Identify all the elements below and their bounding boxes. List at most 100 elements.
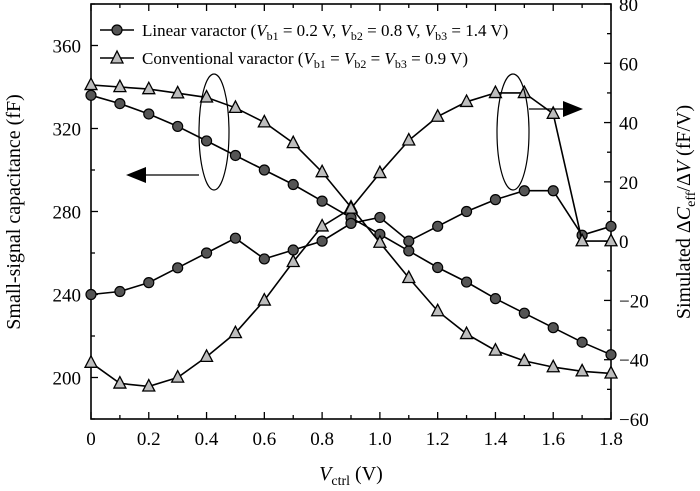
series-1-point (546, 358, 561, 373)
series-0-point (547, 322, 559, 334)
series-2-point (316, 235, 328, 247)
legend-label-linear-part: b2 (351, 29, 363, 43)
series-1-point (575, 363, 590, 377)
series-0-point (172, 120, 184, 133)
legend: Linear varactor (Vb1 = 0.2 V, Vb2 = 0.8 … (100, 21, 508, 71)
series-3-point (459, 93, 474, 108)
series-0-point (316, 195, 328, 207)
series-2-point (345, 217, 357, 229)
legend-label-conventional-part: V (384, 49, 397, 68)
legend-label-linear-part: b3 (435, 29, 447, 43)
series-2-point (547, 185, 559, 197)
y-right-axis-label: Simulated ΔCeff/ΔV (fF/V) (673, 105, 699, 319)
series-0-point (200, 135, 213, 147)
series-3-point (430, 108, 445, 122)
series-0-point (460, 276, 473, 288)
series-1-point (517, 352, 532, 367)
y-right-axis-label-part: /Δ (673, 173, 695, 192)
series-1-point (315, 163, 330, 178)
y-left-tick-label: 240 (53, 286, 82, 307)
y-left-axis-label: Small-signal capacitance (fF) (3, 94, 25, 329)
left-arrow-head (126, 167, 146, 183)
series-1-point (112, 78, 127, 93)
x-tick-label: 1.8 (599, 429, 623, 450)
legend-label-linear-part: = 0.2 V, (279, 21, 341, 40)
legend-label-conventional-part: b1 (314, 57, 326, 71)
series-0-point (229, 149, 242, 162)
series-2-point (605, 220, 617, 232)
series-3-point (112, 375, 127, 389)
legend-label-conventional-part: Conventional varactor ( (142, 49, 304, 68)
legend-label-conventional-part: b3 (395, 57, 407, 71)
legend-label-conventional-part: = 0.9 V) (407, 49, 468, 68)
right-arrow-head (563, 101, 583, 117)
y-right-axis-label-part: Simulated Δ (673, 220, 695, 319)
series-2-point (287, 244, 299, 256)
y-right-tick-label: −20 (619, 291, 649, 312)
series-2-point (489, 194, 502, 206)
series-3-point (257, 292, 272, 306)
series-3-point (315, 218, 330, 232)
series-3-point (603, 232, 619, 247)
series-2-point (518, 185, 530, 197)
y-right-tick-label: −40 (619, 351, 649, 372)
series-0-point (114, 97, 126, 110)
x-tick-label: 0.6 (252, 429, 276, 450)
legend-label-conventional-part: b2 (354, 57, 366, 71)
x-tick-label: 1.6 (541, 429, 565, 450)
series-1-point (401, 269, 416, 284)
series-1-point (199, 89, 214, 103)
legend-label-linear-part: = 1.4 V) (447, 21, 508, 40)
x-tick-label: 1.2 (426, 429, 450, 450)
series-2-point (172, 262, 184, 274)
series-1-point (459, 325, 474, 340)
legend-label-linear-part: V (340, 21, 353, 40)
x-axis-label-var: V (319, 463, 334, 485)
y-left-tick-label: 200 (53, 369, 82, 390)
series-0-point (605, 349, 617, 361)
x-tick-label: 0.4 (195, 429, 219, 450)
legend-label-conventional-part: = (366, 49, 384, 68)
y-right-tick-label: 0 (619, 232, 629, 253)
y-left-tick-label: 320 (53, 120, 82, 141)
series-0-point (287, 178, 299, 191)
x-axis-label: Vctrl (V) (319, 463, 383, 489)
series-1-point (228, 99, 243, 114)
series-1-point (603, 365, 619, 379)
legend-label-linear: Linear varactor (Vb1 = 0.2 V, Vb2 = 0.8 … (142, 21, 508, 43)
series-1-point (372, 234, 387, 248)
series-2-point (114, 285, 126, 298)
legend-label-linear-part: = 0.8 V, (363, 21, 425, 40)
legend-label-linear-part: Linear varactor ( (142, 21, 257, 40)
legend-marker-triangle (109, 49, 125, 64)
series-0-point (85, 89, 97, 101)
x-tick-label: 1.0 (368, 429, 392, 450)
series-2-point (460, 205, 473, 218)
y-right-axis-label-part: C (673, 206, 695, 220)
series-2-point (432, 220, 444, 232)
y-left-tick-label: 280 (53, 203, 82, 224)
series-2-point (374, 211, 386, 224)
series-3-point (199, 348, 214, 363)
x-tick-label: 0 (86, 429, 96, 450)
series-2-point (200, 247, 213, 259)
legend-label-linear-part: V (256, 21, 269, 40)
series-2-point (143, 277, 155, 289)
legend-label-conventional-part: V (344, 49, 357, 68)
legend-label-linear-part: b1 (267, 29, 279, 43)
series-layer (83, 76, 619, 392)
series-0-point (403, 245, 415, 257)
y-right-tick-label: 80 (619, 0, 638, 16)
series-1-point (141, 80, 156, 95)
legend-label-linear-part: V (425, 21, 438, 40)
axis-labels: Vctrl (V) Small-signal capacitance (fF) Si… (3, 94, 699, 489)
series-0-point (432, 261, 444, 274)
x-axis-label-unit: (V) (350, 463, 383, 485)
annotations (126, 73, 583, 191)
series-0-point (489, 293, 502, 305)
x-tick-label: 0.2 (137, 429, 161, 450)
series-3-point (575, 232, 590, 247)
series-2-point (229, 232, 242, 244)
series-3-point (546, 105, 561, 119)
y-right-axis-label-part: eff (684, 191, 699, 207)
